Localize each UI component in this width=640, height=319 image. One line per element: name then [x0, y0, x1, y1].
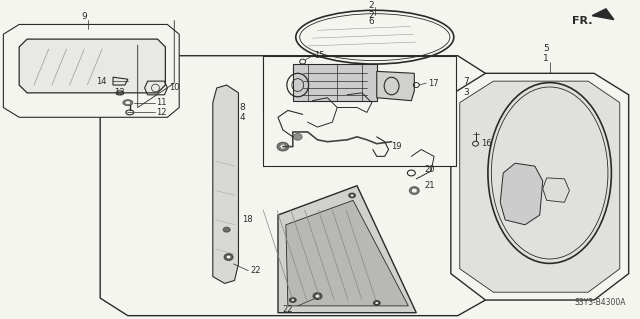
- Text: 22: 22: [250, 266, 261, 275]
- Text: 17: 17: [428, 78, 439, 88]
- Ellipse shape: [123, 100, 132, 106]
- Ellipse shape: [373, 300, 380, 305]
- Text: 12: 12: [157, 108, 167, 117]
- Text: 11: 11: [157, 98, 167, 107]
- Ellipse shape: [116, 90, 124, 95]
- Text: 19: 19: [392, 142, 402, 151]
- Ellipse shape: [351, 195, 353, 197]
- Text: 2: 2: [368, 1, 374, 11]
- Text: 22: 22: [283, 305, 293, 314]
- Polygon shape: [451, 73, 628, 300]
- Text: 14: 14: [97, 77, 107, 85]
- Text: 15: 15: [314, 51, 325, 60]
- Ellipse shape: [227, 256, 230, 258]
- Ellipse shape: [412, 189, 417, 193]
- Ellipse shape: [289, 298, 296, 302]
- Ellipse shape: [291, 299, 294, 301]
- Polygon shape: [263, 56, 426, 112]
- Text: 6: 6: [368, 18, 374, 26]
- Polygon shape: [543, 178, 570, 202]
- Text: 1: 1: [543, 54, 548, 63]
- Text: 10: 10: [170, 84, 180, 93]
- Ellipse shape: [280, 145, 285, 149]
- Polygon shape: [460, 81, 620, 292]
- Polygon shape: [592, 9, 614, 19]
- Polygon shape: [19, 39, 165, 93]
- Ellipse shape: [410, 187, 419, 195]
- Ellipse shape: [223, 227, 230, 232]
- Polygon shape: [100, 56, 485, 316]
- Polygon shape: [500, 163, 543, 225]
- Ellipse shape: [313, 293, 322, 300]
- Polygon shape: [293, 63, 377, 101]
- Text: 3: 3: [463, 88, 468, 97]
- Polygon shape: [263, 56, 456, 166]
- Text: 8: 8: [239, 103, 245, 112]
- Text: 20: 20: [424, 165, 435, 174]
- Polygon shape: [3, 25, 179, 117]
- Polygon shape: [286, 200, 408, 306]
- Ellipse shape: [224, 254, 233, 260]
- Ellipse shape: [375, 302, 378, 304]
- Text: 18: 18: [243, 215, 253, 224]
- Text: 9: 9: [81, 12, 87, 21]
- Ellipse shape: [293, 133, 302, 140]
- Text: 2: 2: [368, 11, 374, 19]
- Polygon shape: [212, 85, 239, 283]
- Text: 13: 13: [115, 88, 125, 97]
- Ellipse shape: [125, 101, 131, 104]
- Text: S3Y3-B4300A: S3Y3-B4300A: [574, 299, 626, 308]
- Ellipse shape: [349, 193, 356, 198]
- Polygon shape: [377, 71, 414, 101]
- Ellipse shape: [316, 295, 319, 298]
- Text: 16: 16: [481, 139, 492, 148]
- Text: 7: 7: [463, 77, 468, 85]
- Ellipse shape: [277, 142, 289, 151]
- Text: 4: 4: [239, 113, 245, 122]
- Polygon shape: [278, 186, 416, 313]
- Text: FR.: FR.: [572, 16, 593, 26]
- Text: 21: 21: [424, 181, 435, 190]
- Text: 5: 5: [543, 44, 548, 53]
